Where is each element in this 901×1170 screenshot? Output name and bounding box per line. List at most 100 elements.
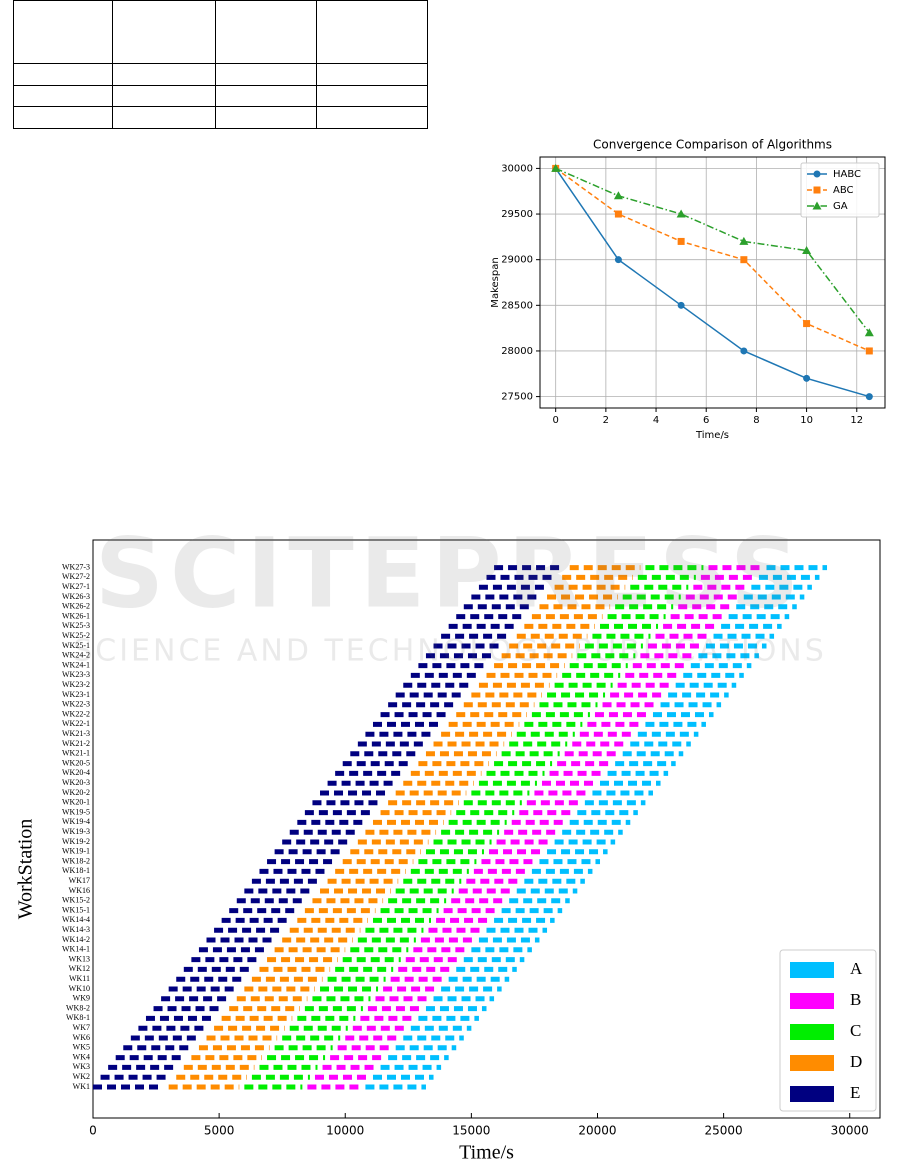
marker xyxy=(676,209,686,218)
x-tick-label: 10 xyxy=(800,415,813,426)
marker xyxy=(813,170,821,178)
marker xyxy=(614,210,622,218)
marker xyxy=(740,347,748,355)
y-tick-label: WK25-1 xyxy=(62,641,90,650)
legend-label: ABC xyxy=(833,185,854,196)
y-tick-label: WK10 xyxy=(69,984,90,993)
legend-swatch xyxy=(790,993,834,1009)
legend-label: A xyxy=(850,959,863,978)
y-axis-label: WorkStation xyxy=(15,819,37,920)
y-tick-label: WK14-4 xyxy=(62,915,90,924)
y-tick-label: WK24-1 xyxy=(62,660,90,669)
y-tick-label: WK26-1 xyxy=(62,611,90,620)
x-tick-label: 15000 xyxy=(452,1124,490,1138)
y-tick-label: WK21-1 xyxy=(62,749,90,758)
watermark-text: SCITEPRESS xyxy=(95,517,805,629)
y-tick-label: 28000 xyxy=(501,346,533,357)
legend-label: E xyxy=(850,1083,860,1102)
y-tick-label: WK22-3 xyxy=(62,700,90,709)
y-axis-label: Makespan xyxy=(490,257,501,307)
legend-label: C xyxy=(850,1021,861,1040)
x-tick-label: 0 xyxy=(552,415,558,426)
y-tick-label: WK3 xyxy=(73,1062,90,1071)
y-tick-label: WK27-1 xyxy=(62,582,90,591)
y-tick-label: WK2 xyxy=(73,1072,90,1081)
y-tick-label: WK22-2 xyxy=(62,709,90,718)
y-tick-label: WK23-3 xyxy=(62,670,90,679)
y-tick-label: WK21-2 xyxy=(62,739,90,748)
y-tick-label: WK23-2 xyxy=(62,680,90,689)
y-tick-label: WK14-1 xyxy=(62,945,90,954)
y-tick-label: WK18-1 xyxy=(62,866,90,875)
y-tick-label: WK20-5 xyxy=(62,758,90,767)
y-tick-label: WK20-4 xyxy=(62,768,90,777)
x-tick-label: 0 xyxy=(89,1124,97,1138)
chart-title: Convergence Comparison of Algorithms xyxy=(593,138,832,152)
y-tick-label: WK19-5 xyxy=(62,807,90,816)
y-tick-label: WK8-1 xyxy=(66,1013,90,1022)
y-tick-label: WK5 xyxy=(73,1043,90,1052)
x-tick-label: 2 xyxy=(603,415,609,426)
y-tick-label: WK11 xyxy=(69,974,90,983)
y-tick-label: WK9 xyxy=(73,994,90,1003)
y-tick-label: WK15-2 xyxy=(62,896,90,905)
y-tick-label: WK26-2 xyxy=(62,602,90,611)
y-tick-label: WK4 xyxy=(73,1052,90,1061)
x-axis-label: Time/s xyxy=(459,1142,514,1164)
empty-table xyxy=(13,0,428,129)
marker xyxy=(803,374,811,382)
x-tick-label: 8 xyxy=(753,415,759,426)
y-tick-label: 28500 xyxy=(501,300,533,311)
y-tick-label: WK19-3 xyxy=(62,827,90,836)
y-tick-label: 30000 xyxy=(501,163,533,174)
marker xyxy=(551,163,561,172)
marker xyxy=(613,191,623,200)
x-tick-label: 20000 xyxy=(578,1124,616,1138)
y-tick-label: WK1 xyxy=(73,1082,90,1091)
y-tick-label: 27500 xyxy=(501,392,533,403)
y-tick-label: WK14-2 xyxy=(62,935,90,944)
legend-label: D xyxy=(850,1052,862,1071)
legend-label: HABC xyxy=(833,169,861,180)
y-tick-label: WK14-3 xyxy=(62,925,90,934)
y-tick-label: WK25-2 xyxy=(62,631,90,640)
marker xyxy=(740,256,748,264)
x-tick-label: 10000 xyxy=(326,1124,364,1138)
y-tick-label: WK19-2 xyxy=(62,837,90,846)
plot-frame xyxy=(92,539,881,1119)
x-tick-label: 4 xyxy=(653,415,659,426)
y-tick-label: WK21-3 xyxy=(62,729,90,738)
y-tick-label: WK26-3 xyxy=(62,592,90,601)
x-tick-label: 30000 xyxy=(831,1124,869,1138)
marker xyxy=(865,393,873,401)
x-tick-label: 25000 xyxy=(705,1124,743,1138)
y-tick-label: WK25-3 xyxy=(62,621,90,630)
marker xyxy=(812,201,822,210)
watermark: SCITEPRESS SCIENCE AND TECHNOLOGY PUBLIC… xyxy=(73,517,827,669)
series-line xyxy=(555,167,870,352)
y-tick-label: WK24-2 xyxy=(62,651,90,660)
marker xyxy=(803,320,811,328)
y-tick-label: WK19-4 xyxy=(62,817,90,826)
marker xyxy=(614,256,622,264)
legend-swatch xyxy=(790,1086,834,1102)
marker xyxy=(813,186,821,194)
marker xyxy=(677,301,685,309)
y-tick-label: WK15-1 xyxy=(62,905,90,914)
legend-label: GA xyxy=(833,201,848,212)
legend-swatch xyxy=(790,1024,834,1040)
gantt-chart: 0 5000 10000 15000 20000 25000 30000WK1WK2WK3W… xyxy=(15,539,881,1164)
legend-label: B xyxy=(850,990,861,1009)
y-tick-label: WK20-3 xyxy=(62,778,90,787)
y-tick-label: WK8-2 xyxy=(66,1003,90,1012)
y-tick-label: 29000 xyxy=(501,255,533,266)
x-tick-label: 6 xyxy=(703,415,709,426)
y-tick-label: WK13 xyxy=(69,954,90,963)
x-tick-label: 12 xyxy=(850,415,863,426)
plot-frame xyxy=(539,156,886,409)
watermark-text: SCIENCE AND TECHNOLOGY PUBLICATIONS xyxy=(73,634,827,669)
marker xyxy=(865,347,873,355)
y-tick-label: WK20-1 xyxy=(62,798,90,807)
y-tick-label: WK18-2 xyxy=(62,856,90,865)
y-tick-label: WK27-3 xyxy=(62,562,90,571)
